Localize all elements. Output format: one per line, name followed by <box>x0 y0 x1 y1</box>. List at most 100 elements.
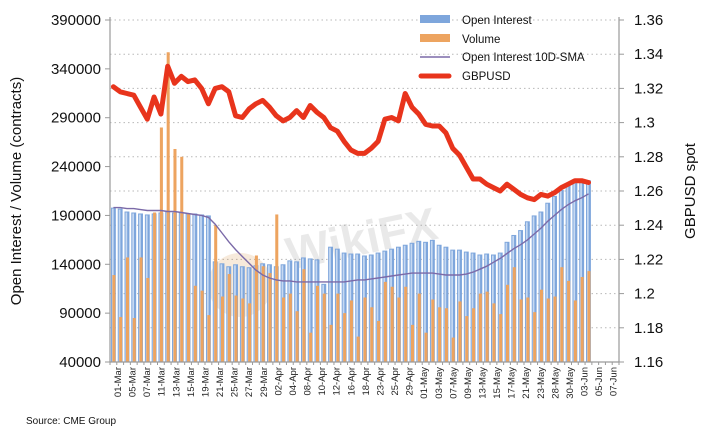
x-tick-label: 23-Apr <box>375 367 386 396</box>
open-interest-bar-highlight <box>410 243 413 362</box>
volume-bar <box>444 308 448 362</box>
volume-bar <box>485 291 489 362</box>
open-interest-bar-highlight <box>580 180 582 362</box>
x-tick-label: 12-Apr <box>332 367 343 396</box>
volume-bar <box>275 214 279 362</box>
open-interest-bar-highlight <box>566 185 569 362</box>
open-interest-bar-highlight <box>539 212 542 362</box>
left-tick-label: 90000 <box>59 305 101 322</box>
legend-label-sma: Open Interest 10D-SMA <box>462 52 585 64</box>
left-axis-label: Open Interest / Volume (contracts) <box>8 77 25 305</box>
open-interest-bar-highlight <box>519 231 521 362</box>
x-tick-label: 08-Apr <box>303 367 314 396</box>
volume-bar <box>139 257 143 362</box>
open-interest-bar-highlight <box>308 259 311 362</box>
right-axis-label: GBPUSD spot <box>682 142 699 239</box>
left-tick-label: 290000 <box>51 110 101 127</box>
open-interest-bar-highlight <box>444 247 447 362</box>
volume-bar <box>553 296 557 362</box>
x-tick-label: 10-Apr <box>317 367 328 396</box>
right-axis-ticks: 1.36 1.34 1.32 1.3 1.28 1.26 1.24 1.22 1.2 1.18 1.… <box>619 12 663 371</box>
volume-bar <box>587 271 591 362</box>
x-tick-label: 11-Mar <box>157 367 168 396</box>
x-tick-label: 30-May <box>565 367 576 399</box>
volume-bar <box>397 297 401 362</box>
volume-bar <box>180 156 184 362</box>
x-tick-label: 19-Mar <box>201 367 212 397</box>
x-tick-label: 05-Jun <box>594 367 605 396</box>
legend: Open Interest Volume Open Interest 10D-S… <box>418 15 585 83</box>
x-tick-label: 21-May <box>521 367 532 399</box>
left-tick-label: 340000 <box>51 61 101 78</box>
x-tick-label: 23-May <box>536 367 547 399</box>
volume-bar <box>533 312 537 362</box>
volume-bar <box>404 286 408 362</box>
open-interest-bar-highlight <box>132 213 134 362</box>
volume-bar <box>390 286 394 362</box>
volume-bar <box>472 308 476 362</box>
right-tick-label: 1.18 <box>634 320 663 337</box>
x-tick-label: 13-May <box>478 367 489 399</box>
right-tick-label: 1.24 <box>634 217 663 234</box>
volume-bar <box>363 297 367 362</box>
x-axis-ticks: 01-Mar 05-Mar 07-Mar 11-Mar 13-Mar 15-Mar 19-M… <box>109 362 620 399</box>
volume-bar <box>241 298 245 362</box>
axes <box>109 17 620 363</box>
x-tick-label: 29-Apr <box>405 367 416 396</box>
volume-bar <box>458 301 462 362</box>
volume-bar <box>302 269 306 362</box>
volume-bar <box>146 277 150 362</box>
legend-swatch-volume <box>420 34 450 42</box>
left-tick-label: 140000 <box>51 256 101 273</box>
volume-bar <box>112 275 116 362</box>
right-tick-label: 1.36 <box>634 12 663 29</box>
volume-bar <box>573 300 577 362</box>
volume-bar <box>153 212 157 362</box>
volume-bar <box>349 300 353 362</box>
x-tick-label: 02-Apr <box>273 367 284 396</box>
open-interest-bar-highlight <box>437 245 440 362</box>
right-tick-label: 1.28 <box>634 149 663 166</box>
volume-bar <box>166 52 170 362</box>
right-tick-label: 1.32 <box>634 80 663 97</box>
legend-label-gbpusd: GBPUSD <box>462 71 511 83</box>
x-tick-label: 27-Mar <box>244 367 255 397</box>
left-tick-label: 240000 <box>51 159 101 176</box>
right-tick-label: 1.22 <box>634 251 663 268</box>
volume-bar <box>248 303 252 362</box>
volume-bar <box>478 293 482 362</box>
volume-bar <box>438 307 442 362</box>
volume-bar <box>282 297 286 362</box>
x-tick-label: 21-Mar <box>215 367 226 397</box>
volume-bar <box>288 293 292 362</box>
volume-bar <box>417 293 421 362</box>
left-axis-ticks: 390000 340000 290000 240000 190000 140000 9000… <box>51 12 110 371</box>
open-interest-bar-highlight <box>206 216 209 362</box>
volume-bar <box>220 296 224 362</box>
volume-bar <box>227 274 231 362</box>
volume-bar <box>356 336 360 362</box>
volume-bar <box>173 148 177 362</box>
open-interest-bar-highlight <box>498 253 501 362</box>
volume-bar <box>234 295 238 362</box>
volume-bar <box>526 297 530 362</box>
open-interest-bar-highlight <box>329 247 331 362</box>
volume-bar <box>315 285 320 362</box>
volume-bar <box>343 313 347 362</box>
x-tick-label: 17-May <box>507 367 518 399</box>
open-interest-bar-highlight <box>118 209 121 362</box>
volume-bar <box>187 213 191 362</box>
x-tick-label: 13-Mar <box>171 367 182 397</box>
legend-swatch-open-interest <box>420 15 450 23</box>
legend-label-volume: Volume <box>462 34 500 46</box>
open-interest-bar-highlight <box>532 216 535 362</box>
x-tick-label: 07-May <box>448 367 459 399</box>
open-interest-bar-highlight <box>451 250 453 362</box>
volume-bars <box>112 52 591 362</box>
volume-bar <box>512 267 516 362</box>
volume-bar <box>254 255 258 362</box>
right-tick-label: 1.26 <box>634 183 663 200</box>
right-tick-label: 1.16 <box>634 354 663 371</box>
open-interest-bar-highlight <box>464 252 467 362</box>
